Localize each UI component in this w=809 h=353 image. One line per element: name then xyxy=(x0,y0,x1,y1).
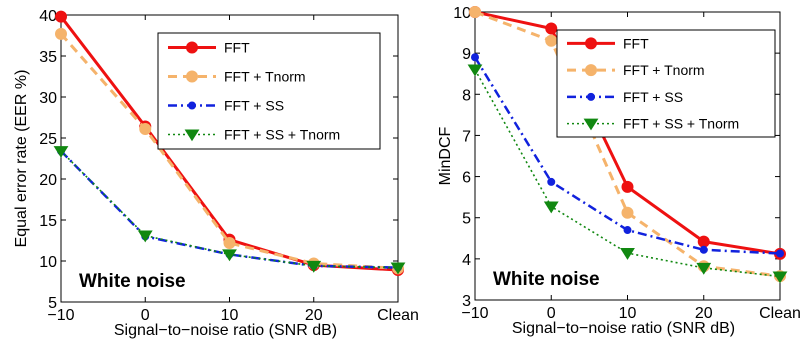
y-tick-label: 40 xyxy=(39,8,57,25)
y-tick-label: 3 xyxy=(462,293,471,310)
annotation-label: White noise xyxy=(493,269,600,290)
legend: FFT FFT + Tnorm FFT + SS FFT + SS + Tnorm xyxy=(157,32,381,150)
legend-swatch-marker xyxy=(587,92,595,101)
legend-label: FFT xyxy=(224,40,250,56)
x-axis-label: Signal−to−noise ratio (SNR dB) xyxy=(114,322,337,339)
y-axis-label: Equal error rate (EER %) xyxy=(13,70,30,248)
series-line xyxy=(59,32,399,270)
legend: FFT FFT + Tnorm FFT + SS FFT + SS + Tnorm xyxy=(556,29,776,138)
data-point xyxy=(623,226,632,235)
legend-swatch-marker xyxy=(585,37,597,50)
series-fft-ss xyxy=(471,53,784,258)
chart-panel-2: 3 4 5 6 7 8 9 10 −10 0 10 20 Clean Signal−to−noise ra… xyxy=(437,5,801,337)
data-point xyxy=(222,249,237,262)
legend-swatch-marker xyxy=(583,118,599,131)
series-line xyxy=(60,150,399,269)
data-point xyxy=(223,236,236,249)
x-tick-label: 10 xyxy=(619,305,637,322)
x-tick-label: 0 xyxy=(547,305,556,322)
y-tick-label: 15 xyxy=(39,213,57,230)
data-point xyxy=(696,262,712,275)
data-point xyxy=(467,64,483,77)
data-point xyxy=(621,206,634,219)
data-point xyxy=(55,10,67,23)
data-point xyxy=(53,146,69,158)
data-point xyxy=(776,249,784,258)
series-fft-ss-tnorm xyxy=(53,146,406,275)
y-tick-label: 8 xyxy=(462,87,471,104)
x-tick-label: −10 xyxy=(461,305,488,322)
data-point xyxy=(697,235,710,248)
data-point xyxy=(390,262,406,275)
annotation-label: White noise xyxy=(79,271,186,292)
data-point xyxy=(306,260,322,273)
x-tick-label: 20 xyxy=(695,305,713,322)
legend-label: FFT + Tnorm xyxy=(224,69,306,85)
data-point xyxy=(621,180,634,193)
series-fft-ss-tnorm xyxy=(467,64,788,284)
data-point xyxy=(620,248,635,260)
legend-swatch-marker xyxy=(186,70,198,83)
legend-label: FFT + SS xyxy=(224,98,284,114)
data-point xyxy=(471,53,479,62)
legend-label: FFT xyxy=(623,35,649,51)
y-tick-label: 5 xyxy=(462,211,471,228)
y-tick-label: 35 xyxy=(39,49,57,66)
chart-panel-1: 5 10 15 20 25 30 35 40 −10 0 10 20 Clean Signal−to−no… xyxy=(13,8,419,339)
legend-label: FFT + SS xyxy=(623,89,683,105)
y-tick-label: 10 xyxy=(39,254,57,271)
x-tick-label: 20 xyxy=(305,307,323,324)
x-tick-label: 10 xyxy=(221,307,239,324)
y-tick-label: 4 xyxy=(462,252,471,269)
x-tick-label: Clean xyxy=(377,307,419,324)
y-axis-label: MinDCF xyxy=(437,126,454,185)
legend-label: FFT + SS + Tnorm xyxy=(623,116,739,132)
data-point xyxy=(543,201,559,214)
legend-swatch-marker xyxy=(188,101,196,110)
legend-label: FFT + Tnorm xyxy=(623,62,705,78)
data-point xyxy=(547,177,556,186)
x-tick-label: −10 xyxy=(47,307,74,324)
y-tick-label: 25 xyxy=(39,131,57,148)
y-tick-label: 20 xyxy=(39,172,57,189)
x-tick-label: 0 xyxy=(141,307,150,324)
data-point xyxy=(137,230,153,243)
y-tick-label: 10 xyxy=(453,5,471,22)
legend-swatch-marker xyxy=(186,41,198,54)
legend-swatch-marker xyxy=(585,64,597,77)
data-point xyxy=(55,27,67,40)
data-point xyxy=(545,34,558,47)
data-point xyxy=(469,6,481,18)
data-point xyxy=(545,22,558,35)
legend-label: FFT + SS + Tnorm xyxy=(224,127,340,143)
y-tick-label: 30 xyxy=(39,90,57,107)
legend-swatch-marker xyxy=(184,129,200,142)
data-point xyxy=(139,122,152,135)
y-tick-label: 7 xyxy=(462,128,471,145)
x-tick-label: Clean xyxy=(759,305,801,322)
data-point xyxy=(772,271,788,284)
x-axis-label: Signal−to−noise ratio (SNR dB) xyxy=(512,320,735,337)
data-point xyxy=(699,245,708,254)
y-tick-label: 6 xyxy=(462,170,471,187)
y-tick-label: 9 xyxy=(462,46,471,63)
y-tick-label: 5 xyxy=(48,295,57,312)
